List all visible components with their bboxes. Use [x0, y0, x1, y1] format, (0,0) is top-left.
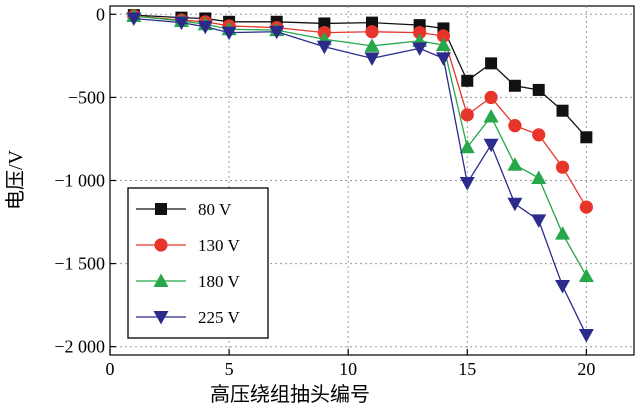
legend-item: 225 V: [136, 308, 240, 327]
x-tick-label: 20: [577, 359, 595, 379]
legend-marker: [155, 203, 167, 215]
series: [126, 12, 594, 343]
legend-marker: [154, 238, 168, 252]
data-point: [435, 37, 451, 52]
data-point: [318, 17, 331, 30]
data-point: [269, 25, 285, 40]
data-point: [579, 200, 593, 214]
y-tick-label: 0: [96, 4, 105, 24]
y-tick-label: −1 000: [54, 171, 105, 191]
data-point: [364, 38, 380, 52]
data-point: [578, 329, 594, 343]
legend-label: 180 V: [198, 272, 240, 291]
data-point: [413, 25, 427, 40]
data-point: [484, 90, 498, 105]
data-point: [221, 26, 237, 41]
data-point: [531, 214, 547, 228]
x-tick-label: 15: [458, 359, 476, 379]
axes: 0 5 10 15 20 0 −500 −1 000 −1 500 −2 000: [54, 4, 595, 379]
legend-marker: [153, 273, 169, 287]
data-point: [508, 79, 521, 92]
series-layer: [126, 8, 594, 343]
data-point: [197, 20, 213, 35]
data-point: [459, 139, 475, 154]
data-point: [556, 104, 569, 117]
y-axis-label: 电压/V: [4, 149, 27, 210]
legend: 80 V 130 V 180 V 225 V: [127, 187, 269, 339]
data-point: [412, 42, 428, 56]
data-point: [459, 176, 475, 191]
data-point: [364, 52, 380, 66]
data-point: [555, 226, 571, 240]
legend-box: [127, 187, 269, 339]
legend-label: 80 V: [198, 200, 232, 219]
data-point: [173, 16, 189, 31]
data-point: [555, 280, 571, 294]
data-point: [507, 197, 523, 212]
data-point: [507, 157, 523, 171]
data-point: [555, 160, 570, 174]
series: [127, 9, 593, 214]
data-point: [532, 83, 545, 96]
legend-label: 225 V: [198, 308, 240, 327]
y-tick-label: −1 500: [54, 254, 105, 274]
data-point: [126, 12, 142, 26]
data-point: [580, 131, 593, 144]
x-axis-label: 高压绕组抽头编号: [210, 383, 370, 406]
data-point: [460, 108, 474, 122]
x-tick-label: 10: [339, 359, 357, 379]
data-point: [366, 16, 378, 29]
legend-marker: [153, 311, 169, 325]
x-tick-label: 5: [225, 359, 234, 379]
legend-item: 80 V: [136, 200, 232, 219]
x-tick-label: 0: [106, 359, 115, 379]
data-point: [365, 25, 379, 39]
legend-item: 180 V: [136, 272, 240, 291]
y-tick-label: −500: [68, 87, 105, 107]
data-point: [485, 57, 498, 70]
legend-item: 130 V: [136, 236, 240, 255]
data-point: [532, 128, 546, 142]
data-point: [508, 119, 522, 133]
data-point: [435, 52, 451, 66]
y-tick-label: −2 000: [54, 337, 105, 357]
data-point: [531, 170, 547, 185]
data-point: [461, 74, 474, 87]
legend-label: 130 V: [198, 236, 240, 255]
data-point: [316, 40, 332, 55]
data-point: [436, 29, 451, 43]
data-point: [578, 268, 594, 283]
data-point: [483, 109, 499, 123]
data-point: [483, 138, 499, 153]
